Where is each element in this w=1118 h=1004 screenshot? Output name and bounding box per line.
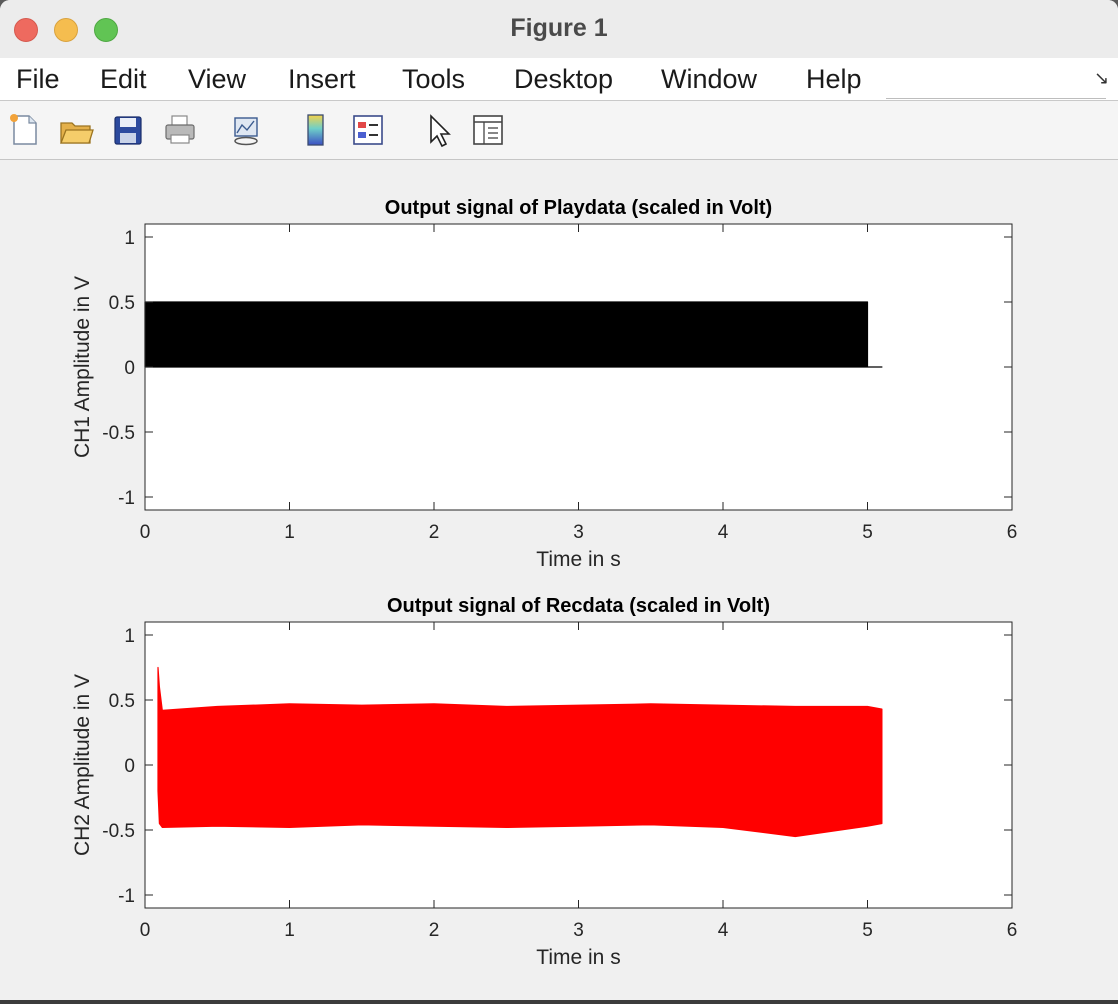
property-inspector-icon[interactable]	[470, 111, 506, 149]
x-tick-label: 5	[862, 920, 873, 941]
y-tick-label: 0	[124, 756, 135, 777]
minimize-window-button[interactable]	[54, 18, 78, 42]
chart-title-1: Output signal of Playdata (scaled in Vol…	[385, 197, 772, 219]
x-tick-label: 2	[429, 522, 440, 543]
signal-series-2-1	[157, 666, 883, 838]
window-title: Figure 1	[510, 14, 608, 42]
y-tick-label: 1	[124, 228, 135, 249]
y-tick-label: 0	[124, 358, 135, 379]
x-axis-label-1: Time in s	[536, 548, 620, 571]
x-tick-label: 1	[284, 522, 295, 543]
y-tick-label: -1	[118, 886, 135, 907]
x-tick-label: 2	[429, 920, 440, 941]
insert-legend-icon[interactable]	[350, 111, 386, 149]
menu-window[interactable]: Window	[661, 64, 758, 94]
x-tick-label: 3	[573, 920, 584, 941]
y-tick-label: 0.5	[109, 691, 135, 712]
close-window-button[interactable]	[14, 18, 38, 42]
x-axis-label-2: Time in s	[536, 946, 620, 969]
x-tick-label: 3	[573, 522, 584, 543]
signal-series-1-1	[144, 301, 883, 368]
menu-view[interactable]: View	[188, 64, 247, 94]
dock-figure-icon[interactable]: ↘	[1094, 68, 1110, 88]
figure-toolbar	[0, 101, 1118, 160]
background-window-strip	[0, 1000, 1118, 1004]
x-tick-label: 1	[284, 920, 295, 941]
link-plot-icon[interactable]	[229, 111, 265, 149]
menu-bar: File Edit View Insert Tools Desktop Wind…	[0, 58, 1118, 101]
zoom-window-button[interactable]	[94, 18, 118, 42]
y-tick-label: -0.5	[102, 821, 135, 842]
menu-edit[interactable]: Edit	[100, 64, 147, 94]
menu-tools[interactable]: Tools	[402, 64, 466, 94]
menubar-divider	[886, 98, 1106, 99]
edit-plot-cursor-icon[interactable]	[420, 111, 456, 149]
chart-title-2: Output signal of Recdata (scaled in Volt…	[387, 595, 770, 617]
x-tick-label: 6	[1007, 522, 1018, 543]
x-tick-label: 5	[862, 522, 873, 543]
print-icon[interactable]	[162, 111, 198, 149]
title-bar[interactable]: Figure 1	[0, 0, 1118, 59]
x-tick-label: 0	[140, 522, 151, 543]
y-tick-label: -0.5	[102, 423, 135, 444]
y-axis-label-2: CH2 Amplitude in V	[71, 674, 94, 856]
menu-help[interactable]: Help	[806, 64, 862, 94]
save-icon[interactable]	[110, 111, 146, 149]
menu-file[interactable]: File	[16, 64, 60, 94]
x-tick-label: 6	[1007, 920, 1018, 941]
x-tick-label: 4	[718, 522, 729, 543]
y-tick-label: 0.5	[109, 293, 135, 314]
menu-insert[interactable]: Insert	[288, 64, 356, 94]
y-tick-label: -1	[118, 488, 135, 509]
new-figure-icon[interactable]	[6, 111, 42, 149]
open-file-icon[interactable]	[58, 111, 94, 149]
y-axis-label-1: CH1 Amplitude in V	[71, 276, 94, 458]
insert-colorbar-icon[interactable]	[298, 111, 334, 149]
plots-svg[interactable]: 0 1 2 3 4 5 6 -1 -0.5 0 0.5 1 Output signal of Playd…	[0, 160, 1118, 1000]
x-tick-label: 0	[140, 920, 151, 941]
x-tick-label: 4	[718, 920, 729, 941]
menu-desktop[interactable]: Desktop	[514, 64, 614, 94]
y-tick-label: 1	[124, 626, 135, 647]
